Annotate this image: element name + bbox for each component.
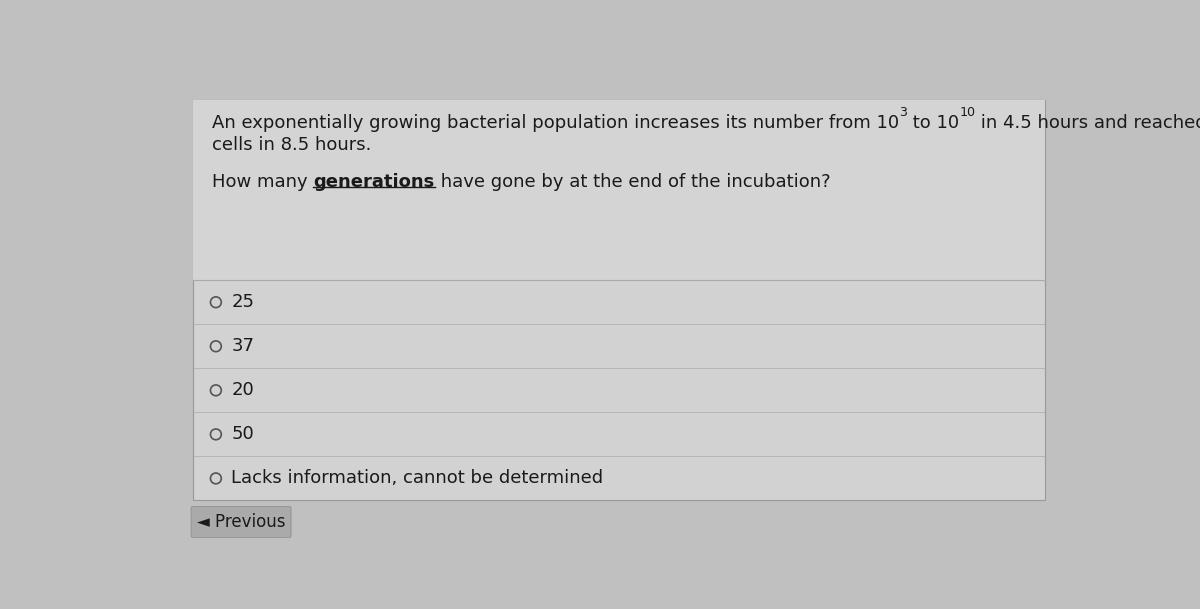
FancyBboxPatch shape [193,100,1045,280]
Text: 37: 37 [232,337,254,355]
Text: have gone by at the end of the incubation?: have gone by at the end of the incubatio… [434,172,830,191]
Text: to 10: to 10 [907,114,959,132]
Text: cells in 8.5 hours.: cells in 8.5 hours. [212,136,371,153]
FancyBboxPatch shape [191,507,292,537]
Text: 25: 25 [232,293,254,311]
Text: 50: 50 [232,425,254,443]
Text: An exponentially growing bacterial population increases its number from 10: An exponentially growing bacterial popul… [212,114,899,132]
FancyBboxPatch shape [193,100,1045,501]
Text: How many: How many [212,172,313,191]
Text: in 4.5 hours and reached 10: in 4.5 hours and reached 10 [976,114,1200,132]
Text: 20: 20 [232,381,254,400]
Text: 3: 3 [899,107,907,119]
Text: Lacks information, cannot be determined: Lacks information, cannot be determined [232,470,604,487]
Text: ◄ Previous: ◄ Previous [197,513,286,531]
Text: 10: 10 [959,107,976,119]
Text: generations: generations [313,172,434,191]
